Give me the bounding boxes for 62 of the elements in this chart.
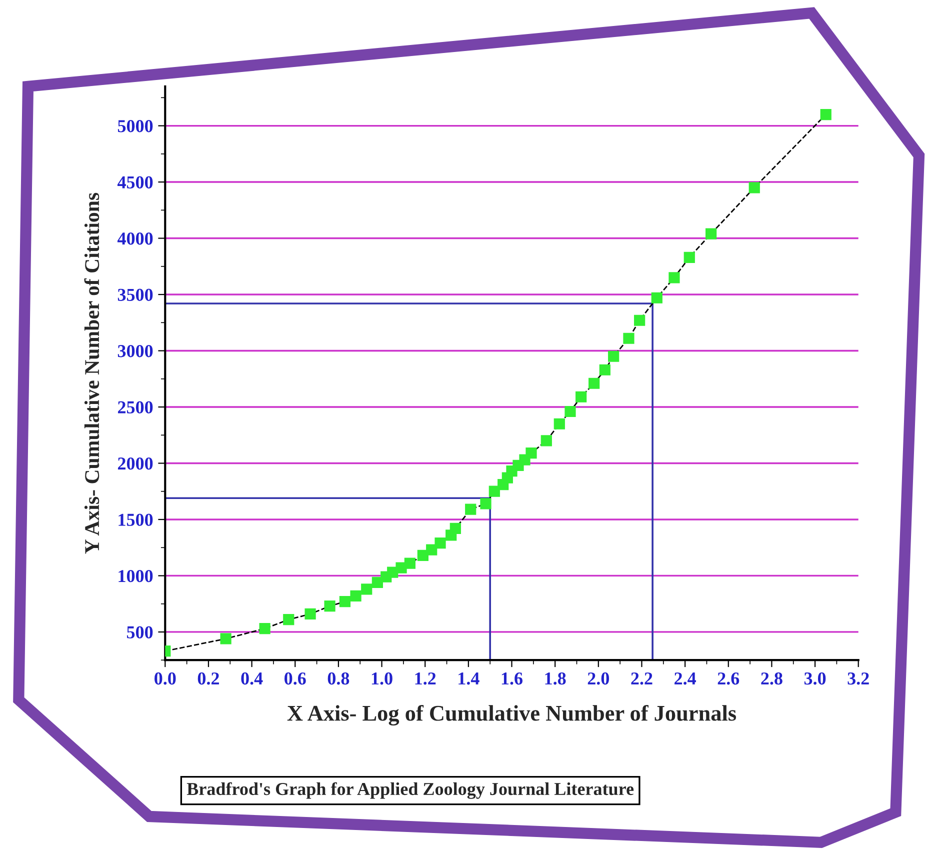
x-tick-label: 1.6 — [502, 672, 523, 685]
point — [554, 418, 565, 430]
point — [339, 596, 350, 608]
point — [526, 448, 537, 459]
point — [324, 600, 336, 612]
x-tick-label: 2.8 — [761, 672, 782, 685]
point — [488, 486, 500, 497]
x-tick-label: 2.0 — [588, 672, 609, 685]
y-tick-label: 1000 — [118, 570, 153, 582]
y-tick-label: 1500 — [118, 514, 153, 526]
point — [668, 272, 680, 284]
x-tick-label: 1.4 — [458, 672, 480, 685]
point — [608, 350, 620, 362]
point — [426, 544, 438, 556]
point — [599, 364, 610, 376]
x-tick-label: 0.4 — [241, 672, 263, 685]
y-tick-label: 5000 — [118, 120, 153, 132]
x-tick-label: 1.0 — [372, 672, 392, 685]
point — [259, 623, 270, 634]
point — [361, 584, 372, 595]
x-tick-label: 0.2 — [198, 672, 219, 685]
x-tick-label: 3.0 — [804, 672, 826, 685]
point — [576, 391, 587, 402]
x-tick-label: 0.8 — [328, 672, 350, 685]
point — [684, 252, 695, 263]
x-tick-label: 2.2 — [631, 672, 652, 685]
point — [220, 633, 232, 644]
point — [540, 435, 552, 446]
point — [705, 228, 717, 240]
point — [564, 406, 576, 418]
x-tick-label: 1.2 — [415, 672, 436, 685]
x-tick-label: 2.4 — [674, 672, 696, 685]
point — [450, 522, 461, 534]
point — [404, 558, 416, 569]
x-tick-label: 0.6 — [284, 672, 306, 685]
y-tick-label: 2000 — [118, 457, 153, 470]
point — [623, 332, 634, 344]
point — [396, 562, 407, 574]
x-tick-label: 2.6 — [718, 672, 740, 685]
point — [588, 378, 600, 389]
point — [480, 498, 492, 510]
point — [283, 614, 294, 626]
y-tick-label: 500 — [126, 626, 153, 638]
text: Bradfrod's Graph for Applied Zoology Journal Literature — [186, 782, 634, 799]
point — [634, 314, 646, 326]
y-tick-label: 3000 — [118, 345, 153, 358]
x-axis-title: X Axis- Log of Cumulative Number of Journals — [287, 704, 736, 726]
point — [465, 504, 476, 515]
y-tick-label: 3500 — [118, 288, 153, 301]
point — [748, 182, 760, 194]
point — [304, 608, 316, 620]
x-tick-label: 3.2 — [848, 672, 869, 685]
point — [820, 108, 832, 120]
y-tick-label: 4000 — [117, 232, 153, 245]
x-tick-label: 0.0 — [154, 672, 176, 685]
y-tick-label: 2500 — [118, 401, 153, 414]
point — [651, 292, 662, 304]
y-axis-title: Y Axis- Cumulative Number of Citations — [84, 192, 100, 554]
y-tick-label: 4500 — [117, 176, 153, 188]
point — [434, 538, 446, 549]
x-tick-label: 1.8 — [545, 672, 566, 685]
point — [350, 590, 362, 602]
